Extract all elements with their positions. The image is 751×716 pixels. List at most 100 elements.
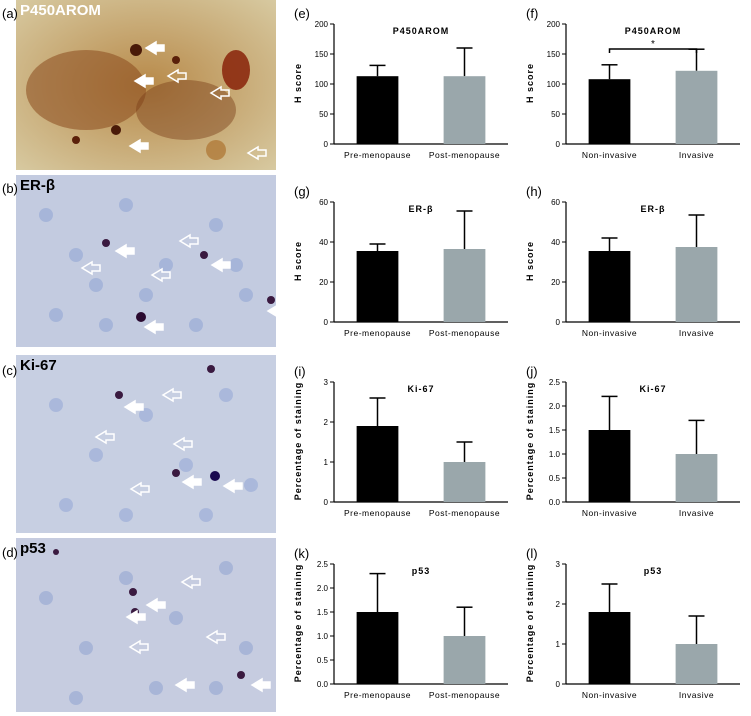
bar	[675, 247, 718, 322]
bar	[443, 636, 486, 684]
x-tick-label: Pre-menopause	[344, 690, 411, 700]
y-tick-label: 1.0	[549, 450, 561, 459]
x-tick-label: Non-invasive	[582, 150, 637, 160]
arrow-overlay	[80, 40, 287, 693]
bar	[588, 612, 631, 684]
y-tick-label: 150	[547, 50, 561, 59]
chart-title: P450AROM	[392, 26, 450, 36]
y-tick-label: 40	[319, 238, 328, 247]
filled-arrow-icon	[128, 138, 149, 154]
chart-plot-g: 0 20 40 60 Pre-menopause Post-menopause	[319, 198, 508, 338]
bar	[356, 76, 399, 144]
micrograph-b-image	[16, 175, 276, 347]
y-tick-label: 1.5	[317, 608, 329, 617]
bar	[588, 79, 631, 144]
micrograph-c-title: Ki-67	[20, 357, 57, 374]
bar	[675, 644, 718, 684]
y-tick-label: 50	[551, 110, 560, 119]
micrograph-a-title: P450AROM	[20, 2, 101, 19]
y-tick-label: 1	[324, 458, 329, 467]
micrograph-c-image	[16, 355, 276, 533]
filled-arrow-icon	[210, 257, 231, 273]
filled-arrow-icon	[144, 40, 165, 56]
open-arrow-icon	[246, 145, 267, 161]
x-tick-label: Post-menopause	[429, 150, 500, 160]
y-tick-label: 100	[547, 80, 561, 89]
micrograph-b-title: ER-β	[20, 177, 55, 194]
chart-title: Ki-67	[407, 384, 435, 394]
y-tick-label: 0.5	[317, 656, 329, 665]
filled-arrow-icon	[222, 478, 243, 494]
bar	[443, 249, 486, 322]
panel-letter-c: (c)	[2, 363, 18, 378]
panel-letter-g: (g)	[294, 184, 310, 199]
y-tick-label: 1.5	[549, 426, 561, 435]
chart-e: (e) P450AROM H score 0 50 100 150 200 Pre-menopa…	[286, 0, 518, 176]
bar	[588, 430, 631, 502]
micrograph-d-title: p53	[20, 540, 46, 557]
chart-h: (h) ER-β H score 0 20 40 60 Non-invasive Invasiv…	[518, 178, 750, 354]
x-tick-label: Post-menopause	[429, 690, 500, 700]
significance-bracket	[608, 48, 698, 53]
y-tick-label: 2.0	[317, 584, 329, 593]
chart-plot-j: 0.0 0.5 1.0 1.5 2.0 2.5 Non-invasive Invasive	[549, 378, 740, 518]
bar	[675, 454, 718, 502]
y-tick-label: 200	[547, 20, 561, 29]
micrograph-a-image	[16, 0, 276, 170]
panel-letter-k: (k)	[294, 546, 310, 561]
y-tick-label: 60	[551, 198, 560, 207]
significance-marker: *	[651, 39, 655, 50]
micrograph-d-image	[16, 538, 276, 712]
filled-arrow-icon	[114, 243, 135, 259]
bar	[356, 426, 399, 502]
x-tick-label: Pre-menopause	[344, 150, 411, 160]
y-tick-label: 1	[556, 640, 561, 649]
chart-title: ER-β	[640, 204, 666, 214]
y-tick-label: 0.0	[549, 498, 561, 507]
micrograph-a: P450AROM	[16, 0, 276, 170]
panel-letter-e: (e)	[294, 6, 310, 21]
micrograph-c: Ki-67	[16, 355, 276, 533]
x-tick-label: Invasive	[679, 690, 714, 700]
open-arrow-icon	[128, 639, 149, 655]
bar	[356, 251, 399, 322]
y-tick-label: 3	[324, 378, 329, 387]
filled-arrow-icon	[123, 399, 144, 415]
chart-title: p53	[411, 566, 431, 576]
y-tick-label: 20	[551, 278, 560, 287]
panel-letter-j: (j)	[526, 364, 538, 379]
open-arrow-icon	[129, 481, 150, 497]
panel-letter-i: (i)	[294, 364, 306, 379]
filled-arrow-icon	[125, 609, 146, 625]
x-tick-label: Post-menopause	[429, 328, 500, 338]
chart-title: ER-β	[408, 204, 434, 214]
y-tick-label: 0	[556, 140, 561, 149]
chart-plot-l: 0 1 2 3 Non-invasive Invasive	[556, 560, 740, 700]
x-tick-label: Non-invasive	[582, 690, 637, 700]
bar	[443, 462, 486, 502]
y-tick-label: 0	[556, 680, 561, 689]
bar	[443, 76, 486, 144]
chart-title: P450AROM	[624, 26, 682, 36]
filled-arrow-icon	[145, 597, 166, 613]
x-tick-label: Non-invasive	[582, 508, 637, 518]
x-tick-label: Invasive	[679, 150, 714, 160]
chart-k: (k) p53 Percentage of staining 0.0 0.5 1.0 1.5…	[286, 540, 518, 716]
x-tick-label: Invasive	[679, 508, 714, 518]
y-tick-label: 2.5	[549, 378, 561, 387]
open-arrow-icon	[172, 436, 193, 452]
filled-arrow-icon	[181, 474, 202, 490]
bar	[588, 251, 631, 322]
open-arrow-icon	[205, 629, 226, 645]
y-tick-label: 1.0	[317, 632, 329, 641]
filled-arrow-icon	[143, 319, 164, 335]
micrograph-d: p53	[16, 538, 276, 712]
chart-j: (j) Ki-67 Percentage of staining 0.0 0.5 1.0 1…	[518, 358, 750, 534]
y-tick-label: 2	[556, 600, 561, 609]
panel-letter-f: (f)	[526, 6, 539, 21]
chart-plot-i: 0 1 2 3 Pre-menopause Post-menopause	[324, 378, 508, 518]
open-arrow-icon	[161, 387, 182, 403]
chart-title: p53	[643, 566, 663, 576]
chart-title: Ki-67	[639, 384, 667, 394]
panel-letter-a: (a)	[2, 6, 18, 21]
